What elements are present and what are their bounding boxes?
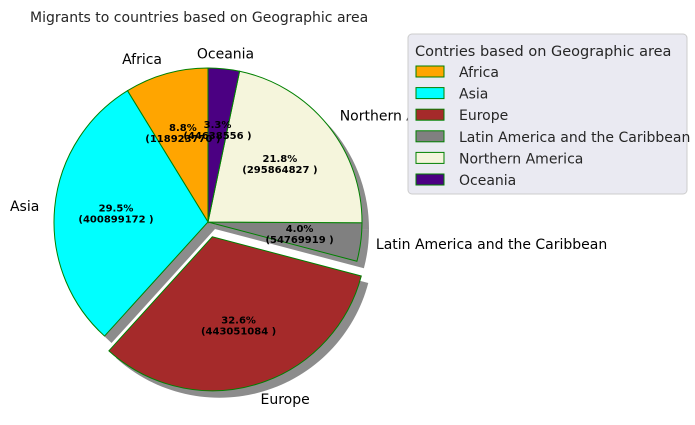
- wedge-europe: [108, 236, 362, 392]
- legend-label-africa: Africa: [459, 65, 499, 81]
- pie-wedges: [53, 67, 363, 392]
- pct-label-latin-america-and-the-caribbean: 4.0%: [286, 224, 314, 235]
- legend-label-asia: Asia: [459, 87, 488, 103]
- pct-label-europe: 32.6%: [221, 315, 256, 326]
- legend: Contries based on Geographic area Africa…: [407, 33, 690, 195]
- pct-label-northern-america: 21.8%: [263, 154, 298, 165]
- outer-label-latin-america-and-the-caribbean: Latin America and the Caribbean: [376, 237, 607, 253]
- legend-swatch-northern-america: [415, 151, 445, 164]
- outer-label-africa: Africa: [122, 52, 162, 68]
- legend-items: Africa Asia Europe Latin America and the Ca…: [415, 65, 690, 189]
- value-label-latin-america-and-the-caribbean: (54769919 ): [265, 235, 333, 246]
- legend-label-oceania: Oceania: [459, 173, 516, 189]
- legend-swatch-africa: [415, 65, 445, 78]
- value-label-asia: (400899172 ): [78, 214, 153, 225]
- value-label-europe: (443051084 ): [201, 326, 276, 337]
- legend-label-europe: Europe: [459, 108, 508, 124]
- wedge-northern-america: [207, 70, 363, 224]
- outer-label-europe: Europe: [261, 392, 310, 408]
- pct-label-oceania: 3.3%: [204, 120, 232, 131]
- pct-label-asia: 29.5%: [99, 203, 134, 214]
- value-label-northern-america: (295864827 ): [242, 165, 317, 176]
- legend-title: Contries based on Geographic area: [415, 44, 671, 60]
- legend-label-latin-america-and-the-caribbean: Latin America and the Caribbean: [459, 130, 690, 146]
- legend-label-northern-america: Northern America: [459, 151, 583, 167]
- outer-label-asia: Asia: [10, 199, 39, 215]
- wedge-oceania: [207, 67, 241, 223]
- value-label-oceania: (44638556 ): [183, 131, 251, 142]
- chart-title: Migrants to countries based on Geographi…: [30, 10, 368, 26]
- legend-swatch-asia: [415, 87, 445, 100]
- legend-box: [407, 33, 688, 195]
- outer-label-oceania: Oceania: [197, 47, 254, 63]
- value-label-africa: (118923770 ): [145, 134, 220, 145]
- wedge-asia: [53, 90, 209, 337]
- wedge-africa: [126, 67, 209, 224]
- pie-percent-labels: 8.8%(118923770 )29.5%(400899172 )32.6%(4…: [78, 120, 333, 337]
- pct-label-africa: 8.8%: [169, 123, 197, 134]
- legend-swatch-oceania: [415, 173, 445, 186]
- legend-swatch-europe: [415, 108, 445, 121]
- legend-swatch-latin-america-and-the-caribbean: [415, 130, 445, 143]
